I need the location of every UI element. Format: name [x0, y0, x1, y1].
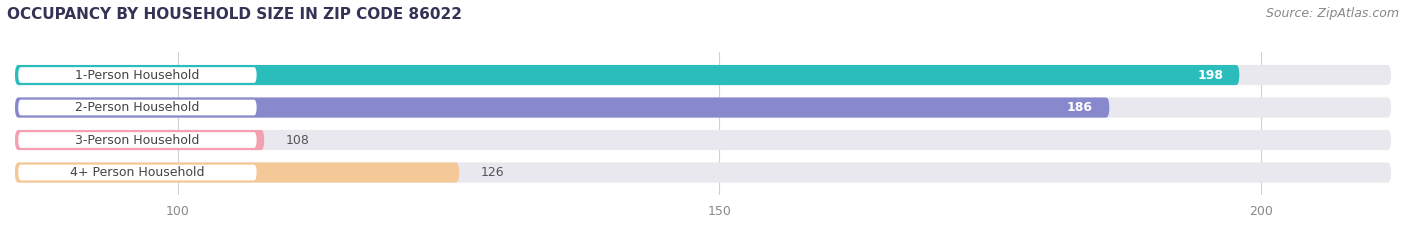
Text: Source: ZipAtlas.com: Source: ZipAtlas.com — [1265, 7, 1399, 20]
Text: 4+ Person Household: 4+ Person Household — [70, 166, 205, 179]
FancyBboxPatch shape — [15, 130, 264, 150]
Text: 1-Person Household: 1-Person Household — [76, 69, 200, 82]
FancyBboxPatch shape — [15, 130, 1391, 150]
Text: 126: 126 — [481, 166, 505, 179]
Text: 198: 198 — [1197, 69, 1223, 82]
FancyBboxPatch shape — [18, 67, 257, 83]
FancyBboxPatch shape — [18, 100, 257, 115]
FancyBboxPatch shape — [18, 132, 257, 148]
Text: 3-Person Household: 3-Person Household — [76, 134, 200, 147]
FancyBboxPatch shape — [15, 162, 1391, 183]
FancyBboxPatch shape — [15, 65, 1391, 85]
Text: 108: 108 — [285, 134, 309, 147]
FancyBboxPatch shape — [18, 165, 257, 180]
FancyBboxPatch shape — [15, 97, 1391, 118]
FancyBboxPatch shape — [15, 65, 1239, 85]
Text: 186: 186 — [1067, 101, 1092, 114]
FancyBboxPatch shape — [15, 97, 1109, 118]
Text: 2-Person Household: 2-Person Household — [76, 101, 200, 114]
FancyBboxPatch shape — [15, 162, 460, 183]
Text: OCCUPANCY BY HOUSEHOLD SIZE IN ZIP CODE 86022: OCCUPANCY BY HOUSEHOLD SIZE IN ZIP CODE … — [7, 7, 463, 22]
